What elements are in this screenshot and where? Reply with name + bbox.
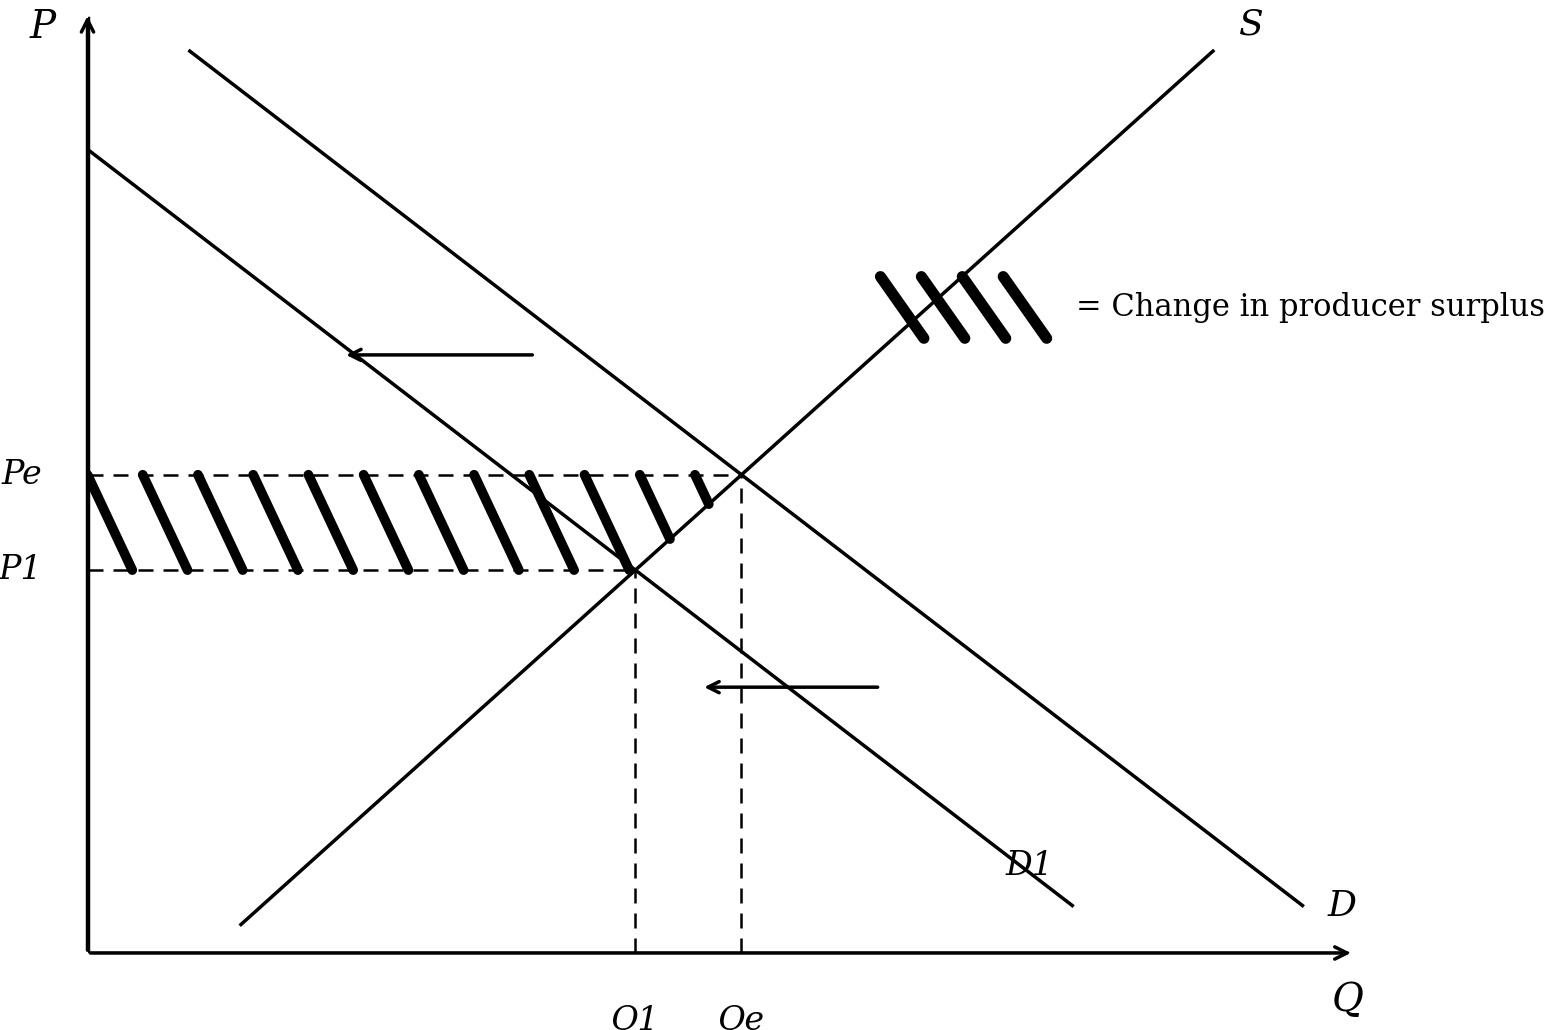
Text: D: D xyxy=(1328,889,1357,923)
Text: P1: P1 xyxy=(0,554,42,586)
Text: = Change in producer surplus: = Change in producer surplus xyxy=(1076,291,1545,323)
Text: Q1: Q1 xyxy=(611,1005,659,1030)
Text: P: P xyxy=(30,9,56,46)
Text: Q: Q xyxy=(1331,982,1364,1019)
Text: D1: D1 xyxy=(1004,850,1053,882)
Text: S: S xyxy=(1239,7,1264,41)
Text: Qe: Qe xyxy=(719,1005,765,1030)
Text: Pe: Pe xyxy=(2,458,42,490)
